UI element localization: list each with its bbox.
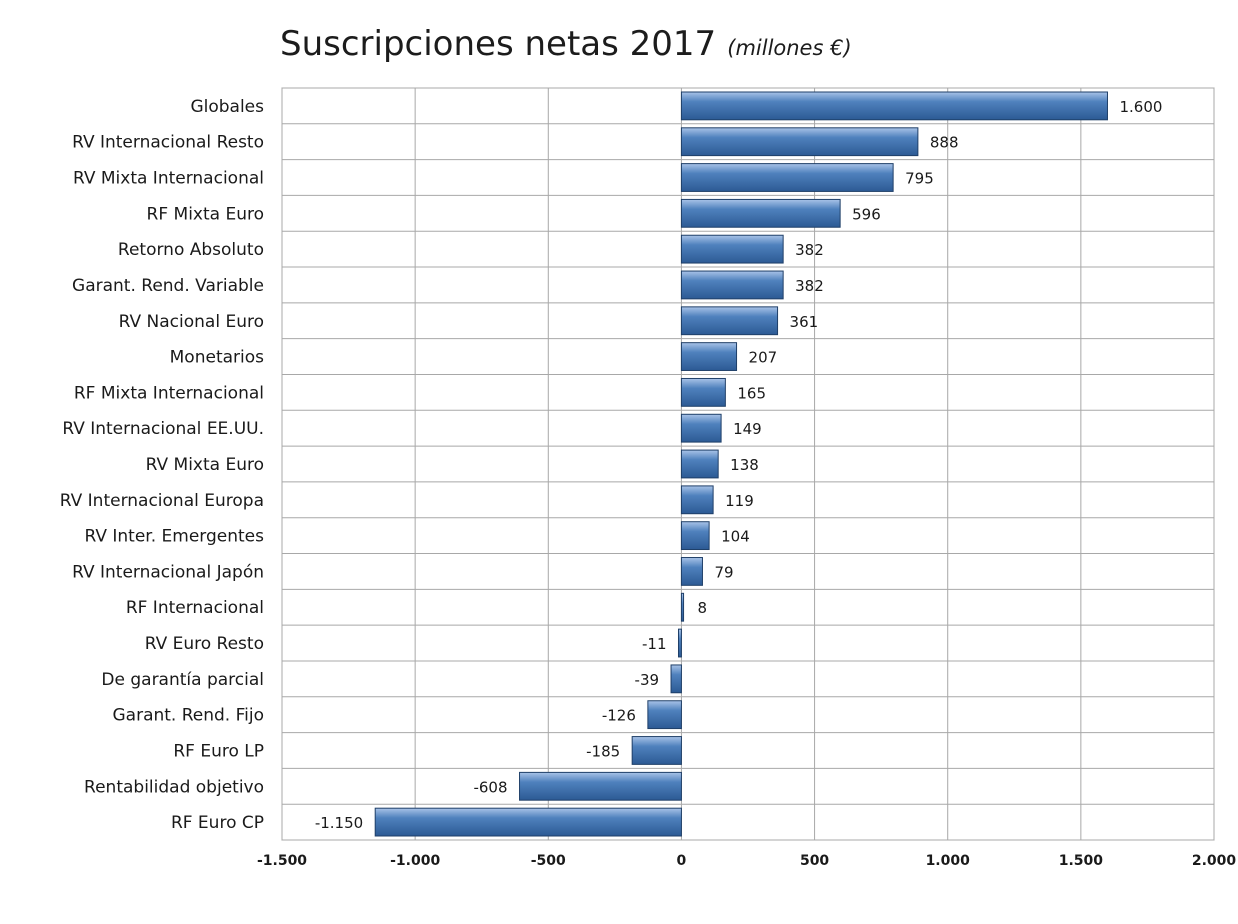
data-label: 382 — [795, 241, 824, 259]
category-label: Globales — [190, 97, 264, 117]
bar — [680, 306, 779, 336]
chart-title-main: Suscripciones netas 2017 — [280, 24, 717, 64]
data-label: 138 — [730, 456, 759, 474]
data-label: 165 — [737, 384, 766, 402]
bar — [519, 771, 682, 801]
data-label: 1.600 — [1119, 98, 1162, 116]
category-label: RV Inter. Emergentes — [84, 527, 264, 547]
data-label: 361 — [790, 313, 819, 331]
bar — [647, 700, 682, 730]
bar — [680, 413, 722, 443]
x-tick-label: 500 — [800, 853, 829, 869]
category-label: De garantía parcial — [101, 670, 264, 690]
x-tick-label: -1.500 — [257, 853, 307, 869]
bar — [680, 592, 685, 622]
data-label: -39 — [635, 671, 660, 689]
bar — [677, 628, 682, 658]
x-tick-label: -1.000 — [390, 853, 440, 869]
data-labels: 1.600 888 795 596 382 382 361 207 165 149 138 119 10… — [315, 98, 1163, 832]
data-label: 8 — [698, 599, 708, 617]
data-label: 104 — [721, 528, 750, 546]
category-label: RF Internacional — [126, 598, 264, 618]
data-label: 888 — [930, 134, 959, 152]
bar — [680, 91, 1108, 121]
bar — [680, 270, 784, 300]
x-tick-label: 1.500 — [1059, 853, 1104, 869]
category-label: RV Mixta Internacional — [73, 169, 264, 189]
category-label: RV Internacional Europa — [60, 491, 264, 511]
bar — [680, 234, 784, 264]
category-label: RF Mixta Internacional — [74, 383, 264, 403]
x-axis-ticks: -1.500 -1.000 -500 0 500 1.000 1.500 2.000 — [257, 853, 1236, 869]
data-label: -185 — [586, 742, 620, 760]
data-label: -1.150 — [315, 814, 363, 832]
data-label: 795 — [905, 170, 934, 188]
category-label: Garant. Rend. Fijo — [112, 706, 264, 726]
data-label: 79 — [714, 563, 733, 581]
category-label: RF Mixta Euro — [147, 204, 264, 224]
category-label: RV Internacional Japón — [72, 562, 264, 582]
category-label: Garant. Rend. Variable — [72, 276, 264, 296]
category-label: RF Euro CP — [171, 813, 264, 833]
x-tick-label: -500 — [531, 853, 566, 869]
x-tick-label: 0 — [677, 853, 687, 869]
data-label: -126 — [602, 707, 636, 725]
data-label: 149 — [733, 420, 762, 438]
category-label: Monetarios — [170, 348, 264, 368]
bar — [680, 557, 703, 586]
data-label: -11 — [642, 635, 667, 653]
chart-title: Suscripciones netas 2017 (millones €) — [280, 24, 1238, 64]
data-label: 382 — [795, 277, 824, 295]
category-labels: Globales RV Internacional Resto RV Mixta I… — [60, 97, 264, 833]
category-label: Retorno Absoluto — [118, 240, 264, 260]
category-label: RV Internacional EE.UU. — [62, 419, 264, 439]
bar — [670, 664, 682, 694]
bar — [374, 807, 682, 837]
bar — [680, 342, 738, 371]
category-label: RF Euro LP — [173, 741, 264, 761]
bar — [680, 449, 719, 479]
bar — [680, 485, 714, 515]
x-tick-label: 2.000 — [1192, 853, 1237, 869]
bar — [631, 736, 682, 765]
data-label: -608 — [473, 778, 507, 796]
category-label: RV Internacional Resto — [72, 133, 264, 153]
bars — [374, 91, 1108, 837]
category-label: RV Mixta Euro — [146, 455, 264, 475]
x-tick-label: 1.000 — [926, 853, 971, 869]
bar — [680, 198, 841, 228]
category-label: RV Nacional Euro — [119, 312, 264, 332]
category-label: Rentabilidad objetivo — [84, 777, 264, 797]
bar — [680, 521, 710, 551]
bar — [680, 377, 726, 407]
category-label: RV Euro Resto — [145, 634, 264, 654]
chart-title-unit: (millones €) — [727, 36, 852, 60]
data-label: 207 — [749, 349, 778, 367]
bar — [680, 127, 919, 157]
data-label: 119 — [725, 492, 754, 510]
data-label: 596 — [852, 205, 881, 223]
bar — [680, 163, 894, 192]
